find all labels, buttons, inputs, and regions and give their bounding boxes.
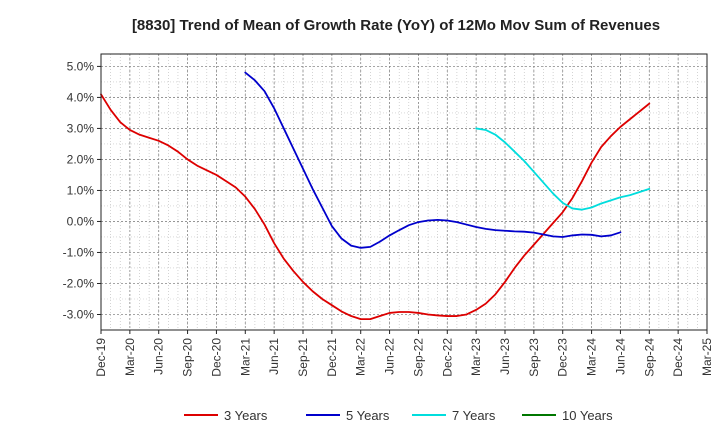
legend: 3 Years 5 Years 7 Years 10 Years [184, 408, 613, 423]
x-tick-label: Sep-23 [527, 338, 541, 377]
y-tick-label: 0.0% [67, 214, 95, 228]
x-tick-label: Jun-22 [383, 338, 397, 375]
y-tick-label: 3.0% [67, 121, 95, 135]
x-tick-label: Dec-23 [556, 338, 570, 377]
series-line-7-years [475, 127, 651, 211]
x-tick-label: Dec-24 [671, 338, 685, 377]
y-tick-label: 1.0% [67, 183, 95, 197]
x-tick-label: Sep-20 [181, 338, 195, 377]
y-tick-label: 2.0% [67, 152, 95, 166]
x-tick-label: Mar-23 [469, 338, 483, 376]
x-tick-label: Jun-24 [613, 338, 627, 375]
series-line-3-years [100, 93, 651, 321]
x-tick-label: Dec-20 [209, 338, 223, 377]
x-tick-label: Sep-21 [296, 338, 310, 377]
y-tick-label: 4.0% [67, 90, 95, 104]
x-tick-label: Mar-21 [238, 338, 252, 376]
y-tick-label: 5.0% [67, 59, 95, 73]
x-tick-label: Dec-19 [94, 338, 108, 377]
x-tick-label: Dec-21 [325, 338, 339, 377]
x-tick-label: Mar-24 [585, 338, 599, 376]
legend-label-7-years: 7 Years [452, 408, 496, 423]
x-tick-label: Jun-21 [267, 338, 281, 375]
chart-title: [8830] Trend of Mean of Growth Rate (YoY… [132, 17, 660, 34]
x-axis: Dec-19 Mar-20 Jun-20 Sep-20 Dec-20 Mar-21 Jun-… [94, 330, 714, 377]
y-tick-label: -3.0% [63, 307, 95, 321]
legend-label-5-years: 5 Years [346, 408, 390, 423]
plot-lines [100, 71, 651, 321]
x-tick-label: Dec-22 [440, 338, 454, 377]
x-tick-label: Mar-20 [123, 338, 137, 376]
x-tick-label: Mar-25 [700, 338, 714, 376]
x-tick-label: Mar-22 [354, 338, 368, 376]
series-line-5-years [244, 71, 622, 249]
x-tick-label: Jun-20 [152, 338, 166, 375]
x-tick-label: Sep-22 [411, 338, 425, 377]
plot-grid [101, 54, 707, 331]
y-axis: 5.0% 4.0% 3.0% 2.0% 1.0% 0.0% -1.0% -2.0% -3.0% [63, 59, 101, 321]
legend-label-10-years: 10 Years [562, 408, 613, 423]
x-tick-label: Sep-24 [642, 338, 656, 377]
x-tick-label: Jun-23 [498, 338, 512, 375]
legend-label-3-years: 3 Years [224, 408, 268, 423]
y-tick-label: -2.0% [63, 276, 95, 290]
plot-area [100, 53, 708, 331]
y-tick-label: -1.0% [63, 245, 95, 259]
